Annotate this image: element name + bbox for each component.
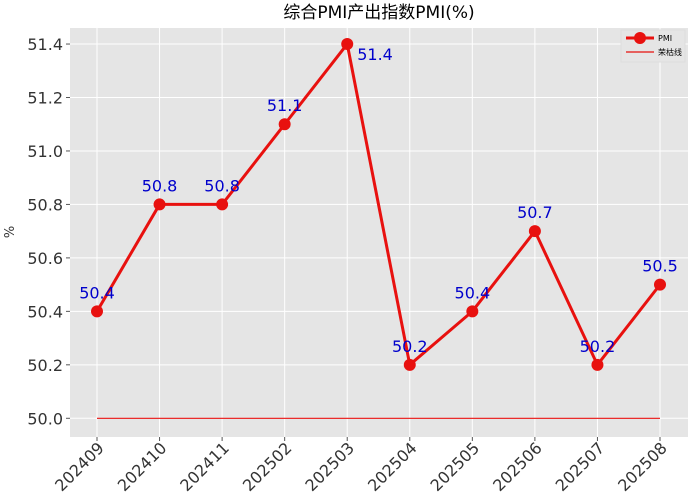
- pmi-point: [591, 358, 604, 371]
- x-axis: 202409 202410 202411 202502 202503 202504 2025…: [51, 437, 671, 495]
- pmi-point: [153, 198, 166, 211]
- pmi-point: [654, 278, 666, 291]
- y-tick-label: 51.2: [27, 89, 63, 108]
- y-axis-label: %: [3, 226, 18, 238]
- data-label: 50.2: [580, 337, 616, 356]
- x-tick-label: 202504: [364, 438, 421, 495]
- data-label: 50.4: [79, 283, 115, 302]
- data-label: 50.8: [142, 176, 178, 195]
- y-axis: 50.0 50.2 50.4 50.6 50.8 51.0 51.2 51.4: [27, 35, 70, 428]
- plot-area: [70, 28, 688, 437]
- y-tick-label: 50.2: [27, 356, 63, 375]
- y-tick-label: 51.4: [27, 35, 63, 54]
- x-tick-label: 202503: [301, 438, 358, 495]
- x-tick-label: 202507: [552, 438, 609, 495]
- pmi-point: [91, 305, 103, 318]
- x-tick-label: 202505: [427, 438, 484, 495]
- y-tick-label: 50.6: [27, 249, 63, 268]
- legend: PMI 荣枯线: [620, 29, 686, 63]
- pmi-point: [528, 225, 541, 238]
- pmi-line: [95, 40, 662, 368]
- x-tick-label: 202506: [489, 438, 546, 495]
- data-label: 50.4: [455, 283, 491, 302]
- x-tick-label: 202409: [51, 438, 108, 495]
- pmi-point: [341, 38, 354, 51]
- pmi-point: [466, 305, 479, 318]
- pmi-point: [278, 118, 291, 131]
- data-label: 51.4: [357, 45, 393, 64]
- pmi-point: [403, 358, 416, 371]
- chart-title: 综合PMI产出指数PMI(%): [283, 3, 474, 23]
- x-tick-label: 202508: [614, 438, 671, 495]
- data-labels: 50.4 50.8 50.8 51.1 51.4 50.2 50.4 50.7 50.2 50.5: [79, 45, 678, 356]
- data-label: 50.2: [392, 337, 428, 356]
- legend-pmi-label: PMI: [658, 34, 672, 43]
- y-tick-label: 50.4: [27, 302, 63, 321]
- y-tick-label: 51.0: [27, 142, 63, 161]
- x-tick-label: 202410: [114, 438, 171, 495]
- y-tick-label: 50.0: [27, 409, 63, 428]
- data-label: 50.7: [517, 203, 553, 222]
- data-label: 51.1: [267, 96, 303, 115]
- data-label: 50.5: [642, 257, 678, 276]
- pmi-point: [216, 198, 229, 211]
- y-tick-label: 50.8: [27, 195, 63, 214]
- series-layer: [91, 38, 666, 419]
- x-tick-label: 202411: [176, 438, 233, 495]
- data-label: 50.8: [204, 176, 240, 195]
- legend-threshold-label: 荣枯线: [658, 47, 682, 57]
- x-tick-label: 202502: [239, 438, 296, 495]
- legend-pmi-marker-icon: [634, 32, 646, 44]
